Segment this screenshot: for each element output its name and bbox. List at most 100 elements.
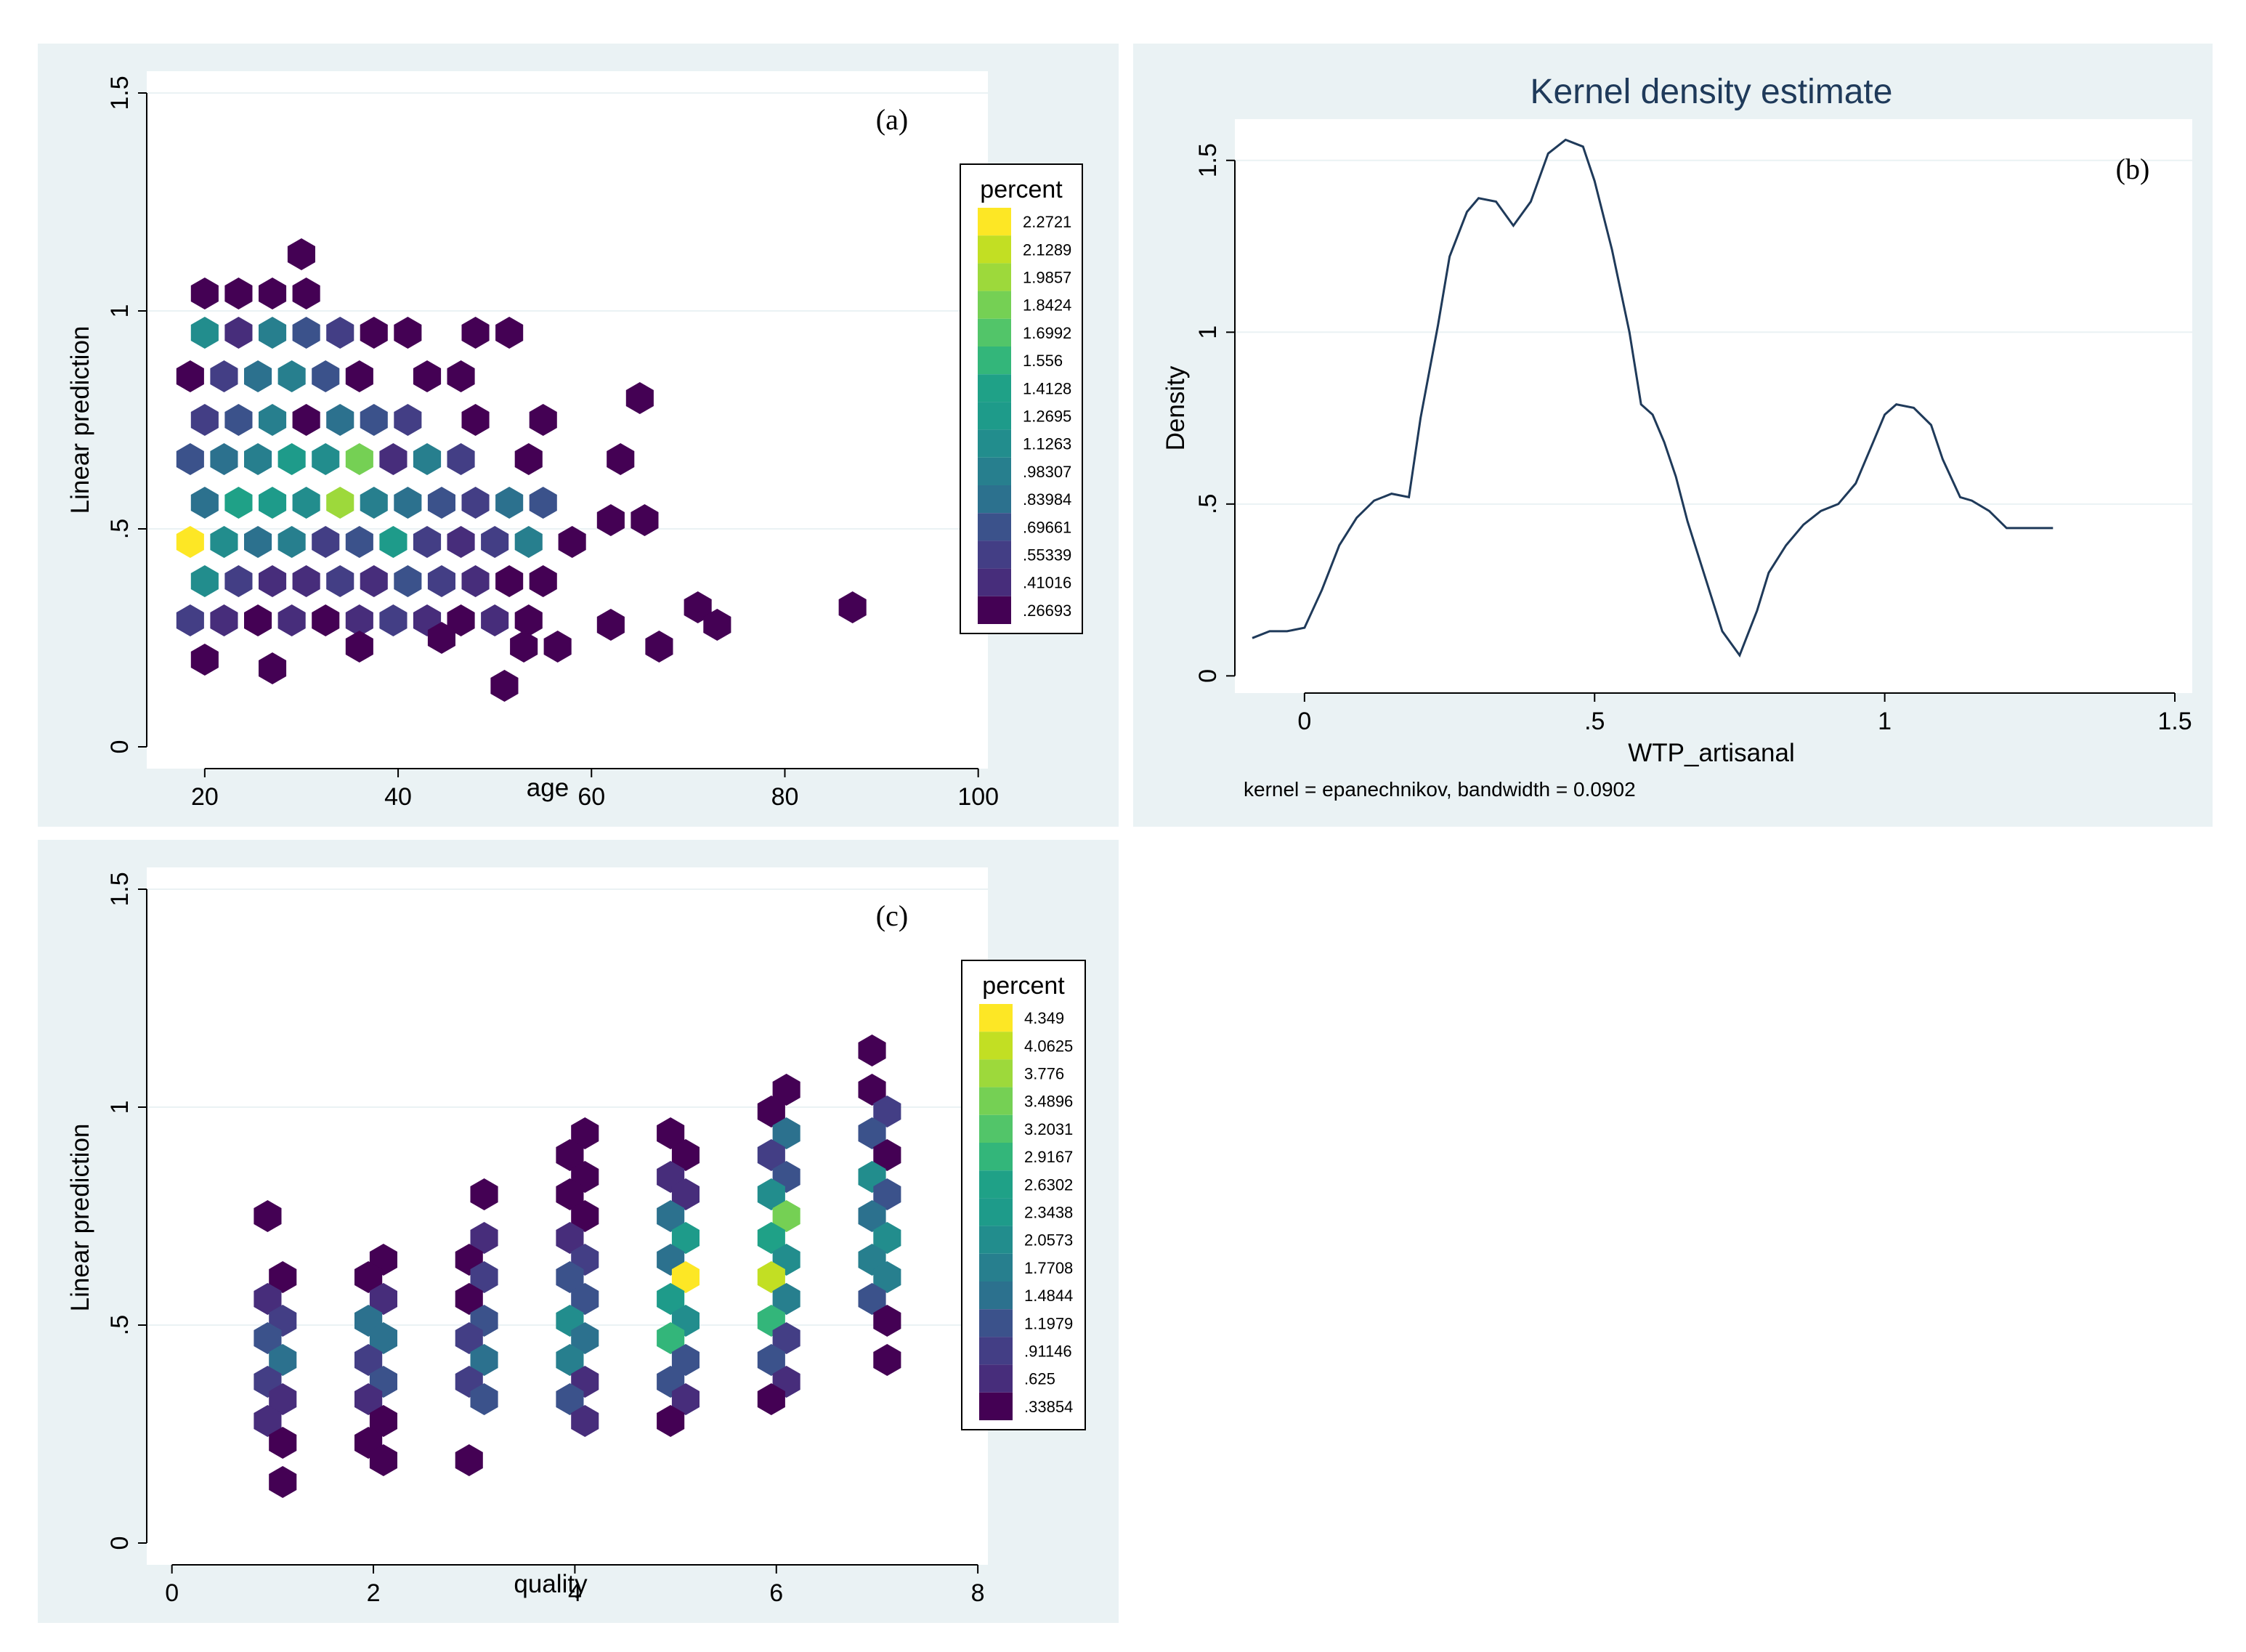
x-tick-label: 4 bbox=[568, 1579, 582, 1607]
legend-swatch bbox=[978, 402, 1011, 430]
hex-cell bbox=[224, 487, 253, 519]
hex-cell bbox=[625, 382, 654, 414]
legend-swatch bbox=[979, 1392, 1013, 1420]
legend-swatch bbox=[979, 1226, 1013, 1254]
hex-cell bbox=[470, 1261, 498, 1293]
legend-label: .91146 bbox=[1024, 1343, 1072, 1361]
hex-cell bbox=[514, 443, 543, 475]
hex-cell bbox=[287, 238, 315, 270]
hex-cell bbox=[379, 443, 408, 475]
legend-label: 1.6992 bbox=[1023, 324, 1071, 342]
hex-cell bbox=[657, 1200, 685, 1232]
hex-cell bbox=[345, 443, 373, 475]
legend-label: 1.2695 bbox=[1023, 408, 1071, 426]
legend-swatch bbox=[979, 1170, 1013, 1199]
hex-cell bbox=[684, 591, 712, 623]
legend-label: .83984 bbox=[1023, 490, 1071, 509]
hex-cell bbox=[757, 1383, 785, 1415]
hex-cell bbox=[292, 404, 320, 436]
hex-cell bbox=[873, 1178, 901, 1210]
y-tick-label: 0 bbox=[1194, 669, 1222, 683]
panel-b: Kernel density estimate 0 .5 1 1.5 0 .5 1 1.5 (… bbox=[1133, 44, 2213, 827]
legend-swatch bbox=[979, 1198, 1013, 1226]
legend-swatch bbox=[978, 374, 1011, 402]
y-tick-label: .5 bbox=[106, 1315, 134, 1335]
legend-label: .98307 bbox=[1023, 463, 1071, 481]
legend-label: 2.3438 bbox=[1024, 1204, 1073, 1222]
hex-cell bbox=[254, 1405, 282, 1437]
hex-cell bbox=[394, 565, 422, 597]
x-tick-label: 80 bbox=[771, 783, 799, 811]
hex-cell bbox=[470, 1178, 498, 1210]
legend-label: .69661 bbox=[1023, 518, 1071, 536]
legend-swatch bbox=[978, 429, 1011, 458]
y-tick-label: 1.5 bbox=[1194, 143, 1222, 177]
hex-cell bbox=[645, 631, 673, 663]
legend-label: 1.1979 bbox=[1024, 1314, 1073, 1332]
hex-cell bbox=[312, 443, 340, 475]
hex-cell bbox=[703, 609, 731, 641]
hex-cell bbox=[379, 526, 408, 558]
legend-label: 1.9857 bbox=[1023, 269, 1071, 287]
hex-cell bbox=[360, 565, 388, 597]
y-tick-label: 1 bbox=[106, 1101, 134, 1114]
legend-swatch bbox=[978, 263, 1011, 291]
hex-cell bbox=[556, 1139, 584, 1171]
hex-cell bbox=[176, 604, 204, 636]
y-tick-label: 1.5 bbox=[106, 872, 134, 906]
legend-swatch bbox=[978, 485, 1011, 514]
hex-cell bbox=[369, 1444, 397, 1476]
x-tick-label: .5 bbox=[1584, 708, 1605, 735]
hex-cell bbox=[671, 1222, 700, 1254]
panel-label: (a) bbox=[876, 103, 908, 136]
hex-cell bbox=[244, 443, 272, 475]
legend-swatch bbox=[979, 1114, 1013, 1143]
hex-cell bbox=[558, 526, 586, 558]
hex-cell bbox=[470, 1222, 498, 1254]
hex-cell bbox=[447, 360, 475, 392]
x-tick-label: 1.5 bbox=[2157, 708, 2192, 735]
hex-cell bbox=[259, 278, 287, 309]
hex-cell bbox=[354, 1383, 383, 1415]
legend-swatch bbox=[979, 1253, 1013, 1281]
hex-cell bbox=[427, 487, 455, 519]
hex-cell bbox=[190, 565, 219, 597]
hex-cell bbox=[490, 670, 519, 702]
hex-cell bbox=[838, 591, 867, 623]
hex-cell bbox=[292, 565, 320, 597]
legend-title: percent bbox=[982, 972, 1065, 1000]
legend-label: .41016 bbox=[1023, 574, 1071, 592]
legend-label: 1.1263 bbox=[1023, 435, 1071, 453]
legend-swatch bbox=[978, 596, 1011, 624]
hex-cell bbox=[190, 317, 219, 349]
hex-cell bbox=[455, 1283, 483, 1315]
hex-cell bbox=[447, 604, 475, 636]
hex-cell bbox=[254, 1283, 282, 1315]
hex-cell bbox=[277, 360, 306, 392]
hex-cell bbox=[345, 604, 373, 636]
hex-cell bbox=[369, 1405, 397, 1437]
legend-swatch bbox=[979, 1364, 1013, 1393]
hex-cell bbox=[259, 652, 287, 684]
legend-swatch bbox=[979, 1309, 1013, 1337]
hex-cell bbox=[529, 565, 557, 597]
legend-swatch bbox=[978, 457, 1011, 485]
legend-swatch bbox=[978, 568, 1011, 596]
hex-cell bbox=[631, 504, 659, 536]
y-axis-label: Density bbox=[1161, 365, 1190, 450]
hex-cell bbox=[360, 487, 388, 519]
hex-cell bbox=[269, 1466, 297, 1498]
hex-cell bbox=[190, 487, 219, 519]
hex-cell bbox=[514, 526, 543, 558]
hex-cell bbox=[873, 1222, 901, 1254]
x-tick-label: 20 bbox=[191, 783, 219, 811]
kernel-note: kernel = epanechnikov, bandwidth = 0.090… bbox=[1244, 778, 1636, 801]
hex-cell bbox=[671, 1383, 700, 1415]
y-tick-label: .5 bbox=[1194, 494, 1222, 514]
hex-cell bbox=[607, 443, 635, 475]
legend-label: 2.2721 bbox=[1023, 213, 1071, 231]
y-axis-label: Linear prediction bbox=[66, 1124, 94, 1312]
legend-swatch bbox=[979, 1143, 1013, 1171]
hex-cell bbox=[858, 1200, 886, 1232]
hex-cell bbox=[495, 565, 524, 597]
